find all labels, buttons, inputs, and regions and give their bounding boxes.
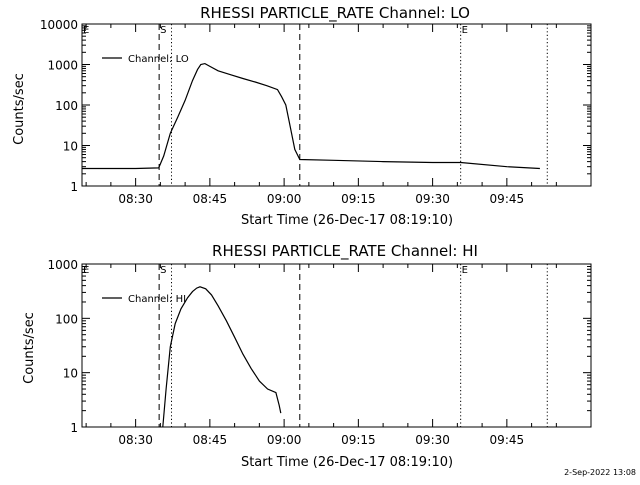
footer-timestamp: 2-Sep-2022 13:08 (564, 468, 636, 477)
x-tick-label: 08:45 (193, 192, 228, 206)
x-tick-label: 08:45 (193, 433, 228, 447)
legend-label-lo: Channel: LO (128, 54, 189, 65)
chart-title-hi: RHESSI PARTICLE_RATE Channel: HI (212, 242, 478, 261)
plot-frame-hi (81, 263, 592, 428)
marker-label: E (462, 265, 468, 276)
y-tick-label: 10000 (40, 18, 78, 32)
series-line-lo (82, 62, 540, 170)
x-tick-label: 08:30 (118, 433, 153, 447)
x-tick-label: 09:30 (415, 433, 450, 447)
marker-label: E (83, 25, 89, 36)
y-tick-label: 1 (70, 421, 78, 435)
x-tick-label: 09:00 (267, 192, 302, 206)
x-tick-label: 09:15 (341, 433, 376, 447)
x-tick-label: 08:30 (118, 192, 153, 206)
marker-label: E (462, 25, 468, 36)
y-tick-label: 10 (63, 140, 78, 154)
x-tick-label: 09:45 (490, 433, 525, 447)
y-tick-label: 10 (63, 367, 78, 381)
x-tick-label: 09:00 (267, 433, 302, 447)
x-tick-label: 09:15 (341, 192, 376, 206)
panel-hi: RHESSI PARTICLE_RATE Channel: HI E S E 1 10… (22, 242, 592, 470)
y-tick-label: 100 (55, 312, 78, 326)
series-line-hi (162, 286, 282, 428)
x-axis-label-hi: Start Time (26-Dec-17 08:19:10) (241, 455, 453, 470)
y-axis-label-hi: Counts/sec (22, 312, 37, 384)
x-axis-label-lo: Start Time (26-Dec-17 08:19:10) (241, 213, 453, 228)
plot-frame-lo (81, 23, 592, 187)
y-tick-label: 1000 (47, 59, 78, 73)
ticks-lo: 1 10 100 1000 10000 08:30 08:45 09:00 09:15 09:30… (40, 18, 591, 206)
y-tick-label: 100 (55, 99, 78, 113)
marker-label: S (160, 265, 166, 276)
y-tick-label: 1 (70, 180, 78, 194)
ticks-hi: 1 10 100 1000 08:30 08:45 09:00 09:15 09:30 09:45 (47, 258, 591, 447)
x-tick-label: 09:45 (490, 192, 525, 206)
marker-label: E (83, 265, 89, 276)
panel-lo: RHESSI PARTICLE_RATE Channel: LO E S E 1 10… (12, 4, 592, 228)
x-tick-label: 09:30 (415, 192, 450, 206)
y-tick-label: 1000 (47, 258, 78, 272)
y-axis-label-lo: Counts/sec (12, 73, 27, 145)
chart-title-lo: RHESSI PARTICLE_RATE Channel: LO (200, 4, 470, 23)
legend-label-hi: Channel: HI (128, 294, 186, 305)
marker-label: S (160, 25, 166, 36)
